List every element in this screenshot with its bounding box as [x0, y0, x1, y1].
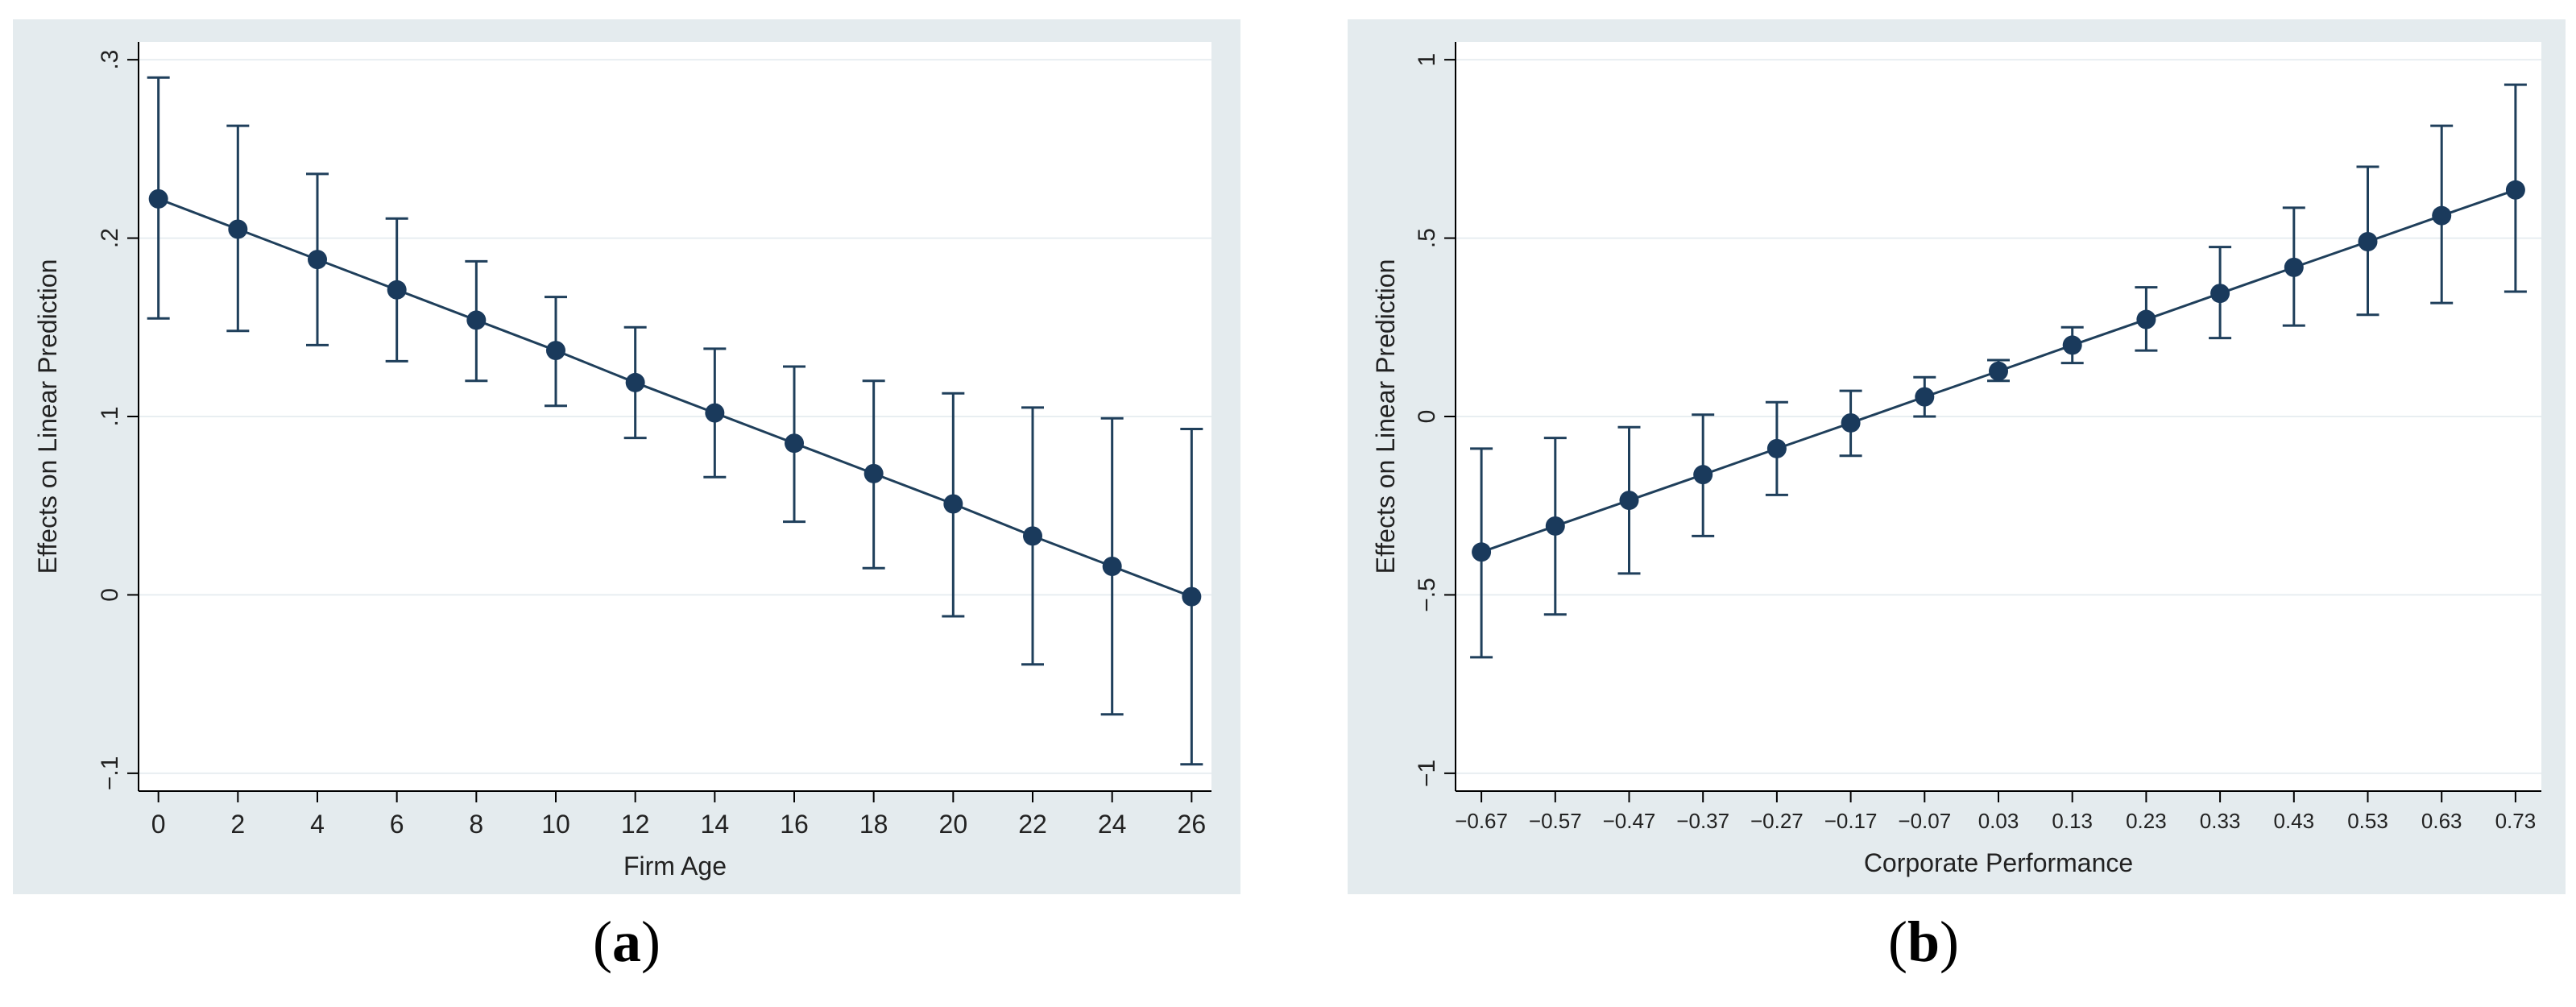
data-point: [2505, 180, 2525, 200]
x-tick-label: 26: [1178, 810, 1207, 839]
x-tick-label: 0.63: [2421, 809, 2462, 833]
x-axis-title: Firm Age: [623, 852, 727, 881]
data-point: [2432, 205, 2452, 226]
data-point: [785, 433, 804, 454]
caption-a-label: a: [612, 910, 641, 974]
chart-b-svg: −1 −.5 0 .5 1 −0.67 −0.57 −0.47 −0.37 −0.27 −0.17−…: [1348, 19, 2566, 894]
data-point: [1545, 516, 1565, 536]
x-axis-title: Corporate Performance: [1864, 848, 2133, 877]
x-tick-label: −0.57: [1529, 809, 1582, 833]
data-point: [1841, 412, 1861, 433]
data-point: [1182, 586, 1202, 607]
series-line: [158, 197, 1192, 599]
x-tick-label: 10: [541, 810, 570, 839]
x-tick-label: 0.23: [2126, 809, 2167, 833]
data-point: [2062, 335, 2082, 355]
data-point: [148, 189, 168, 209]
caption-b: (b): [1887, 910, 1959, 974]
x-tick-label: 16: [780, 810, 809, 839]
data-point: [2358, 232, 2378, 251]
x-tick-label: 0.33: [2200, 809, 2241, 833]
x-tick-label: 0.53: [2347, 809, 2388, 833]
x-tick-label: 22: [1018, 810, 1047, 839]
data-point: [1915, 387, 1935, 407]
data-point: [387, 280, 407, 300]
caption-a: (a): [593, 910, 661, 974]
data-point: [1989, 361, 2008, 381]
x-tick-label: 4: [310, 810, 325, 839]
caption-b-label: b: [1907, 910, 1940, 974]
y-tick-label: −.1: [97, 756, 123, 791]
x-tick-label: 0.03: [1978, 809, 2019, 833]
data-point: [1102, 557, 1122, 576]
data-point: [1766, 438, 1787, 458]
data-point: [2284, 257, 2304, 277]
data-point: [546, 341, 565, 361]
data-point: [943, 494, 963, 514]
x-tick-label: −0.67: [1455, 809, 1508, 833]
y-tick-label: 0: [97, 588, 123, 602]
data-point: [1693, 465, 1713, 485]
data-point: [863, 463, 884, 483]
y-tick-label: −1: [1414, 760, 1440, 787]
y-tick-label: .5: [1414, 228, 1440, 248]
y-tick-label: .2: [97, 228, 123, 248]
x-tick-label: 6: [390, 810, 404, 839]
y-axis-title: Effects on Linear Prediction: [33, 259, 62, 574]
data-point: [1472, 542, 1492, 562]
y-tick-label: −.5: [1414, 578, 1440, 612]
data-point: [308, 250, 327, 270]
chart-panel-a: −.1 0.1.2.3 0 2 4 6 8 10 12 14 16 18 20 22 24 26 Firm Ag…: [0, 0, 1288, 894]
data-point: [1023, 526, 1042, 546]
x-tick-label: 0.13: [2052, 809, 2093, 833]
x-tick-label: 20: [939, 810, 968, 839]
x-tick-label: −0.37: [1676, 809, 1729, 833]
x-tick-label: 18: [859, 810, 888, 839]
data-point: [705, 403, 725, 423]
x-tick-label: −0.07: [1898, 809, 1951, 833]
x-tick-label: 14: [701, 810, 730, 839]
y-tick-label: .3: [97, 50, 123, 70]
x-tick-label: −0.27: [1750, 809, 1804, 833]
x-tick-label: 0.43: [2273, 809, 2314, 833]
x-tick-label: 24: [1098, 810, 1127, 839]
chart-panel-b: −1 −.5 0 .5 1 −0.67 −0.57 −0.47 −0.37 −0.27 −0.17−…: [1288, 0, 2576, 894]
x-tick-label: 2: [230, 810, 245, 839]
data-point: [466, 310, 487, 330]
y-tick-label: .1: [97, 406, 123, 426]
x-tick-label: −0.17: [1824, 809, 1878, 833]
data-point: [1619, 491, 1639, 511]
data-point: [2210, 284, 2230, 304]
x-tick-label: 0: [151, 810, 166, 839]
y-axis-title: Effects on Linear Prediction: [1371, 259, 1400, 574]
x-tick-label: −0.47: [1603, 809, 1656, 833]
y-tick-label: 0: [1414, 410, 1440, 424]
x-tick-label: 12: [621, 810, 650, 839]
data-point: [228, 219, 248, 239]
data-point: [625, 372, 645, 392]
data-point: [2136, 309, 2156, 329]
x-tick-label: 0.73: [2495, 809, 2537, 833]
y-tick-label: 1: [1414, 53, 1440, 67]
x-tick-label: 8: [469, 810, 483, 839]
